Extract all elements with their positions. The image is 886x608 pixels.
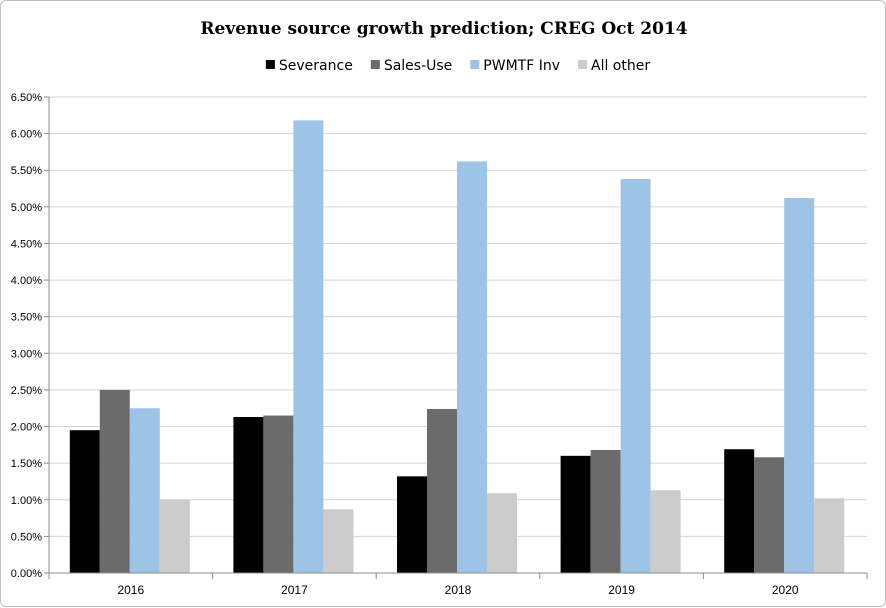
legend-label: Sales-Use <box>384 58 452 74</box>
legend-item-all-other: All other <box>578 58 650 74</box>
y-tick-label: 3.00% <box>11 348 42 360</box>
y-tick-label: 1.50% <box>11 458 42 470</box>
bar-severance-2018 <box>397 476 427 573</box>
y-tick-label: 5.00% <box>11 202 42 214</box>
legend-swatch <box>370 60 380 69</box>
bar-all-other-2019 <box>650 490 681 573</box>
y-tick-label: 2.50% <box>11 385 42 397</box>
bar-all-other-2016 <box>159 499 190 573</box>
y-tick-label: 0.00% <box>11 568 42 580</box>
bar-severance-2017 <box>233 417 264 573</box>
bars <box>69 120 845 574</box>
y-tick-label: 6.50% <box>11 92 42 104</box>
chart-title: Revenue source growth prediction; CREG O… <box>200 19 687 39</box>
x-tick-label: 2016 <box>117 583 144 597</box>
bar-sales-use-2020 <box>754 457 785 573</box>
legend: Severance Sales-Use PWMTF Inv All other <box>265 58 650 74</box>
bar-severance-2016 <box>69 430 100 573</box>
y-tick-label: 4.50% <box>11 238 42 250</box>
legend-label: All other <box>591 58 650 74</box>
legend-swatch <box>265 60 275 69</box>
bar-pwmtf-inv-2018 <box>457 161 487 574</box>
x-tick-label: 2018 <box>445 583 472 597</box>
bar-sales-use-2018 <box>427 408 457 573</box>
bar-all-other-2017 <box>323 509 354 573</box>
bar-all-other-2020 <box>814 498 845 573</box>
y-tick-label: 0.50% <box>11 531 42 543</box>
y-tick-label: 4.00% <box>11 275 42 287</box>
legend-label: Severance <box>279 58 353 74</box>
legend-item-pwmtf-inv: PWMTF Inv <box>470 58 560 74</box>
legend-swatch <box>578 60 587 69</box>
y-tick-label: 1.00% <box>11 495 42 507</box>
y-tick-label: 5.50% <box>11 165 42 177</box>
y-axis: 0.00% 0.50% 1.00% 1.50% 2.00% 2.50% 3.00% 3.50%… <box>11 92 50 580</box>
bar-severance-2019 <box>560 455 591 573</box>
y-tick-label: 6.00% <box>11 129 42 141</box>
bar-sales-use-2017 <box>263 415 294 573</box>
bar-pwmtf-inv-2020 <box>784 198 815 573</box>
bar-pwmtf-inv-2016 <box>129 408 160 573</box>
legend-label: PWMTF Inv <box>483 58 560 74</box>
legend-item-sales-use: Sales-Use <box>370 58 452 74</box>
bar-all-other-2018 <box>487 493 517 573</box>
bar-pwmtf-inv-2017 <box>293 120 324 574</box>
x-tick-label: 2020 <box>772 583 799 597</box>
x-tick-label: 2019 <box>608 583 635 597</box>
x-axis: 2016 2017 2018 2019 2020 <box>48 572 868 597</box>
y-tick-label: 3.50% <box>11 312 42 324</box>
x-tick-label: 2017 <box>281 583 308 597</box>
bar-sales-use-2016 <box>99 389 130 573</box>
y-tick-label: 2.00% <box>11 422 42 434</box>
legend-item-severance: Severance <box>265 58 353 74</box>
bar-pwmtf-inv-2019 <box>620 179 651 573</box>
bar-severance-2020 <box>724 449 755 573</box>
legend-swatch <box>470 60 480 69</box>
bar-sales-use-2019 <box>590 449 621 573</box>
